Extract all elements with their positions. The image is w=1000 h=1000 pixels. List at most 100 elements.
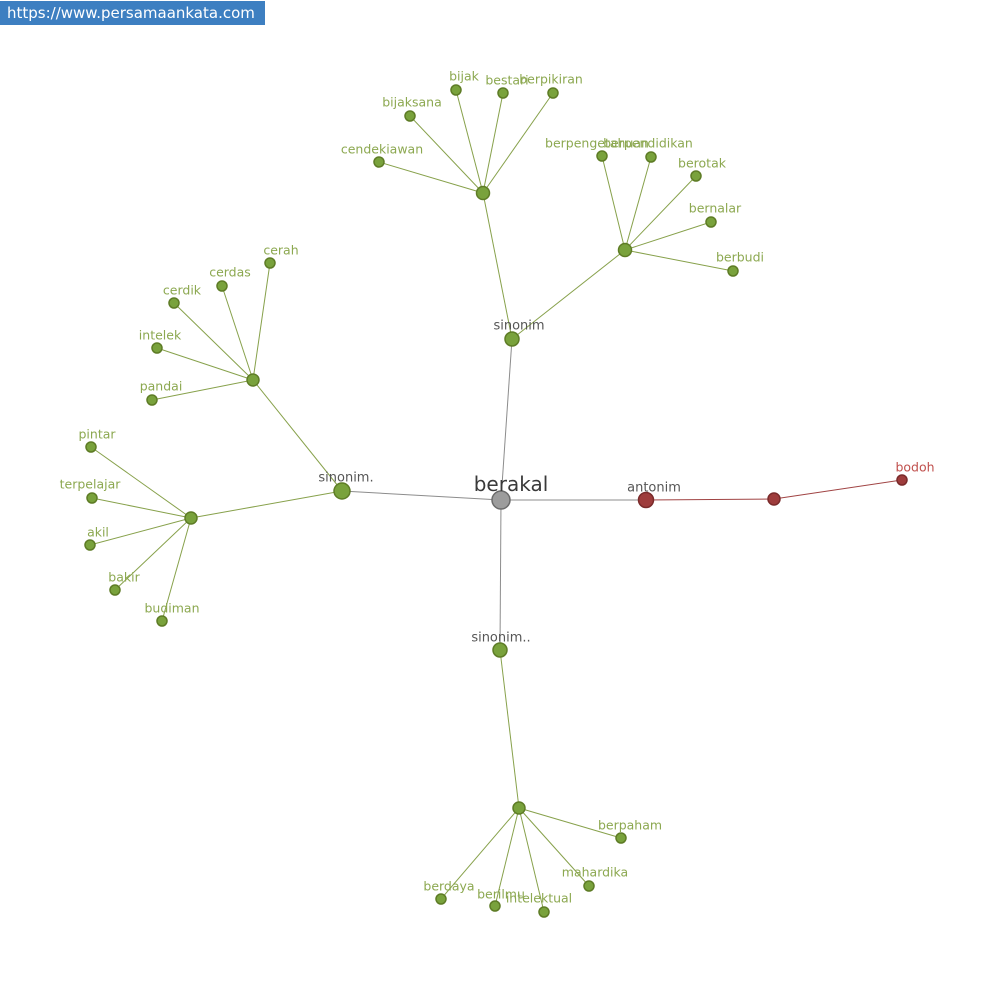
node-bijaksana[interactable] xyxy=(404,110,416,122)
edge-hub-1-berpikiran xyxy=(482,92,554,194)
label-berpaham[interactable]: berpaham xyxy=(598,818,662,833)
edge-sinonim-2-hub-5 xyxy=(499,649,520,809)
edge-hub-2-berpengetahuan xyxy=(601,155,626,251)
label-budiman[interactable]: budiman xyxy=(144,601,199,616)
node-bakir[interactable] xyxy=(109,584,121,596)
label-pintar[interactable]: pintar xyxy=(78,427,116,442)
node-bodoh[interactable] xyxy=(896,474,908,486)
label-sinonim-1[interactable]: sinonim. xyxy=(318,471,373,486)
edge-sinonim-1-hub-4 xyxy=(190,490,343,519)
node-bestari[interactable] xyxy=(497,87,509,99)
edge-hub-4-pintar xyxy=(90,446,192,519)
node-sinonim-1[interactable] xyxy=(333,482,351,500)
label-cerdik[interactable]: cerdik xyxy=(163,283,202,298)
label-bestari[interactable]: bestari xyxy=(485,73,528,88)
edge-hub-1-bestari xyxy=(482,92,504,194)
label-cendekiawan[interactable]: cendekiawan xyxy=(341,142,423,157)
node-berotak[interactable] xyxy=(690,170,702,182)
label-intelek[interactable]: intelek xyxy=(139,328,182,343)
label-cerah[interactable]: cerah xyxy=(263,243,298,258)
edge-berakal-sinonim-2 xyxy=(499,499,502,651)
node-sinonim[interactable] xyxy=(504,331,520,347)
node-berbudi[interactable] xyxy=(727,265,739,277)
edge-hub-3-cerah xyxy=(252,262,271,381)
label-berbudi[interactable]: berbudi xyxy=(716,250,764,265)
label-antonim[interactable]: antonim xyxy=(627,481,681,496)
node-berpaham[interactable] xyxy=(615,832,627,844)
edge-sinonim-hub-2 xyxy=(511,249,626,340)
node-antonim[interactable] xyxy=(637,491,655,509)
edge-hub-1-bijaksana xyxy=(409,115,484,194)
node-akil[interactable] xyxy=(84,539,96,551)
edge-hub-3-intelek xyxy=(156,347,254,381)
node-hub-2[interactable] xyxy=(617,242,633,258)
node-hub-5[interactable] xyxy=(512,801,526,815)
edge-hub-5-berpaham xyxy=(518,807,622,839)
edge-hub-2-berotak xyxy=(624,175,697,251)
node-hub-4[interactable] xyxy=(184,511,198,525)
label-mahardika[interactable]: mahardika xyxy=(562,865,628,880)
node-sinonim-2[interactable] xyxy=(492,642,508,658)
node-berpendidikan[interactable] xyxy=(645,151,657,163)
node-cerdik[interactable] xyxy=(168,297,180,309)
node-cerah[interactable] xyxy=(264,257,276,269)
label-bakir[interactable]: bakir xyxy=(108,570,140,585)
node-cerdas[interactable] xyxy=(216,280,228,292)
edge-hub-2-berpendidikan xyxy=(624,156,652,251)
label-berdaya[interactable]: berdaya xyxy=(423,879,474,894)
edge-hub-3-pandai xyxy=(151,379,254,401)
label-berpengetahuan[interactable]: berpengetahuan xyxy=(545,136,649,151)
edge-sinonim-hub-1 xyxy=(482,192,513,340)
label-sinonim[interactable]: sinonim xyxy=(493,319,544,334)
node-pintar[interactable] xyxy=(85,441,97,453)
label-berpendidikan[interactable]: berpendidikan xyxy=(603,136,693,151)
label-terpelajar[interactable]: terpelajar xyxy=(60,477,122,492)
edge-hub-5-mahardika xyxy=(518,807,590,887)
edge-berakal-sinonim xyxy=(500,338,513,501)
label-berakal[interactable]: berakal xyxy=(474,472,549,496)
edge-hub-1-cendekiawan xyxy=(378,161,484,194)
edge-hub-3-cerdik xyxy=(173,302,254,381)
label-bijak[interactable]: bijak xyxy=(449,69,480,84)
edge-hub-4-terpelajar xyxy=(91,497,192,519)
node-cendekiawan[interactable] xyxy=(373,156,385,168)
label-bernalar[interactable]: bernalar xyxy=(689,201,742,216)
label-pandai[interactable]: pandai xyxy=(140,379,183,394)
label-cerdas[interactable]: cerdas xyxy=(209,265,251,280)
label-berpikiran[interactable]: berpikiran xyxy=(519,72,583,87)
node-hub-antonim[interactable] xyxy=(767,492,781,506)
node-terpelajar[interactable] xyxy=(86,492,98,504)
edge-hub-2-berbudi xyxy=(624,249,734,272)
node-budiman[interactable] xyxy=(156,615,168,627)
label-bodoh[interactable]: bodoh xyxy=(895,460,934,475)
node-bernalar[interactable] xyxy=(705,216,717,228)
node-berpengetahuan[interactable] xyxy=(596,150,608,162)
label-berilmu[interactable]: berilmu xyxy=(477,887,525,902)
edge-hub-5-berilmu xyxy=(494,807,520,907)
node-berdaya[interactable] xyxy=(435,893,447,905)
label-berotak[interactable]: berotak xyxy=(678,156,727,171)
edge-sinonim-1-hub-3 xyxy=(252,379,343,492)
node-pandai[interactable] xyxy=(146,394,158,406)
label-akil[interactable]: akil xyxy=(87,525,109,540)
edge-hub-4-budiman xyxy=(161,517,192,622)
node-berpikiran[interactable] xyxy=(547,87,559,99)
edge-antonim-hub-antonim xyxy=(645,498,775,501)
edge-hub-1-bijak xyxy=(455,89,484,194)
label-sinonim-2[interactable]: sinonim.. xyxy=(471,631,530,646)
node-intelektual[interactable] xyxy=(538,906,550,918)
edge-berakal-sinonim-1 xyxy=(341,490,502,501)
label-bijaksana[interactable]: bijaksana xyxy=(382,95,442,110)
label-intelektual[interactable]: intelektual xyxy=(506,891,572,906)
node-intelek[interactable] xyxy=(151,342,163,354)
edge-hub-antonim-bodoh xyxy=(773,479,903,500)
node-bijak[interactable] xyxy=(450,84,462,96)
edge-hub-2-bernalar xyxy=(624,221,712,251)
edge-hub-5-berdaya xyxy=(440,807,520,900)
node-berakal[interactable] xyxy=(491,490,511,510)
node-berilmu[interactable] xyxy=(489,900,501,912)
node-hub-3[interactable] xyxy=(246,373,260,387)
node-hub-1[interactable] xyxy=(475,185,491,201)
node-mahardika[interactable] xyxy=(583,880,595,892)
